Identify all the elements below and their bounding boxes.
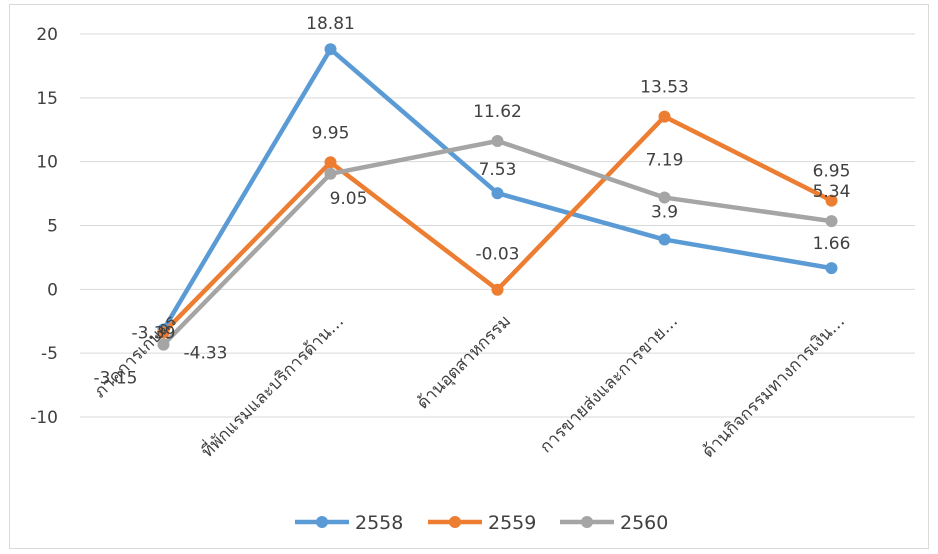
series-marker-2559 bbox=[491, 283, 504, 296]
series-marker-2558 bbox=[491, 187, 504, 200]
y-tick-label: 10 bbox=[36, 153, 58, 173]
series-marker-2559 bbox=[324, 156, 337, 169]
series-marker-2558 bbox=[324, 43, 337, 56]
y-tick-label: 5 bbox=[47, 217, 58, 237]
legend-label: 2560 bbox=[620, 512, 668, 534]
data-label: -3.39 bbox=[132, 324, 176, 344]
data-label: 7.53 bbox=[479, 160, 517, 180]
series-marker-2560 bbox=[658, 191, 671, 204]
data-label: -0.03 bbox=[476, 245, 520, 265]
y-axis: -10 -5 0 5 10 15 20 bbox=[30, 25, 58, 428]
data-label: 6.95 bbox=[813, 162, 851, 182]
legend-label: 2558 bbox=[355, 512, 403, 534]
data-label: 9.05 bbox=[330, 189, 368, 209]
data-label: -4.33 bbox=[184, 344, 228, 364]
series-marker-2560 bbox=[825, 215, 838, 228]
series-marker-2559 bbox=[825, 194, 838, 207]
data-label: 1.66 bbox=[813, 234, 851, 254]
data-label: 13.53 bbox=[640, 78, 689, 98]
y-tick-label: -5 bbox=[41, 344, 58, 364]
data-label: -3.15 bbox=[94, 369, 138, 389]
y-tick-label: 20 bbox=[36, 25, 58, 45]
chart-border bbox=[9, 4, 929, 549]
series-markers bbox=[157, 43, 838, 351]
series-marker-2560 bbox=[491, 134, 504, 147]
data-label: 5.34 bbox=[813, 182, 851, 202]
legend: 2558 2559 2560 bbox=[295, 512, 668, 534]
data-label: 3.9 bbox=[651, 203, 678, 223]
data-label: 11.62 bbox=[473, 102, 522, 122]
data-label: 18.81 bbox=[306, 14, 355, 34]
data-label: 7.19 bbox=[646, 151, 684, 171]
series-marker-2559 bbox=[157, 326, 170, 339]
y-tick-label: 0 bbox=[47, 280, 58, 300]
series-marker-2558 bbox=[825, 262, 838, 275]
series-marker-2560 bbox=[157, 338, 170, 351]
series-marker-2560 bbox=[324, 167, 337, 180]
legend-marker-2559 bbox=[449, 516, 461, 528]
data-label: 9.95 bbox=[312, 123, 350, 143]
legend-label: 2559 bbox=[488, 512, 536, 534]
data-labels: -3.15 18.81 7.53 3.9 1.66 -3.39 9.95 -0.03 13.53… bbox=[94, 14, 851, 388]
series-marker-2559 bbox=[658, 110, 671, 123]
series-marker-2558 bbox=[658, 233, 671, 246]
legend-marker-2558 bbox=[316, 516, 328, 528]
y-tick-label: -10 bbox=[30, 408, 58, 428]
y-tick-label: 15 bbox=[36, 89, 58, 109]
legend-marker-2560 bbox=[581, 516, 593, 528]
